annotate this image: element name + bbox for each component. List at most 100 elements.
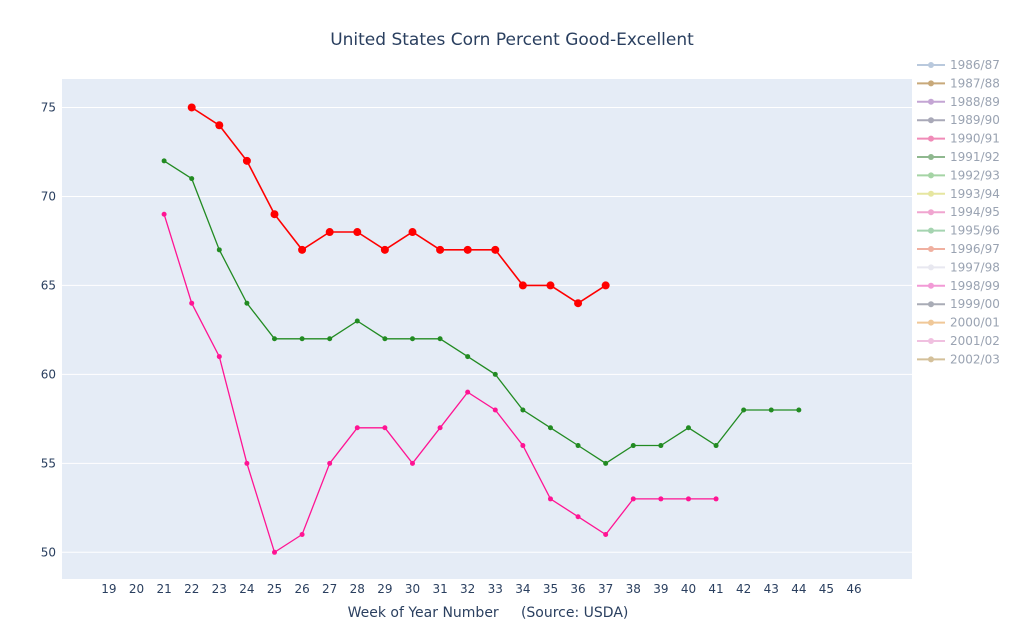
data-point bbox=[574, 299, 583, 308]
legend-label: 1996/97 bbox=[950, 242, 1000, 256]
data-point bbox=[408, 228, 417, 237]
data-point bbox=[161, 211, 167, 217]
data-point bbox=[354, 318, 360, 324]
legend-marker bbox=[928, 154, 934, 160]
data-point bbox=[189, 300, 195, 306]
legend-item[interactable]: 1992/93 bbox=[917, 168, 1000, 182]
legend-item[interactable]: 1989/90 bbox=[917, 113, 1000, 127]
data-point bbox=[299, 532, 305, 538]
legend-item[interactable]: 2001/02 bbox=[917, 334, 1000, 348]
data-point bbox=[436, 245, 445, 254]
legend-label: 1987/88 bbox=[950, 76, 1000, 90]
data-point bbox=[380, 245, 389, 254]
legend-label: 1998/99 bbox=[950, 279, 1000, 293]
data-point bbox=[630, 443, 636, 449]
data-point bbox=[741, 407, 747, 413]
x-tick-label: 19 bbox=[101, 582, 116, 596]
y-tick-label: 60 bbox=[41, 367, 56, 381]
data-point bbox=[547, 496, 553, 502]
x-tick-label: 44 bbox=[791, 582, 806, 596]
x-tick-label: 23 bbox=[212, 582, 227, 596]
x-tick-label: 26 bbox=[294, 582, 309, 596]
data-point bbox=[327, 460, 333, 466]
plot-area bbox=[62, 79, 912, 579]
legend-item[interactable]: 1991/92 bbox=[917, 150, 1000, 164]
legend-marker bbox=[928, 209, 934, 216]
x-tick-label: 45 bbox=[819, 582, 834, 596]
legend-marker bbox=[928, 246, 934, 252]
data-point bbox=[353, 228, 362, 237]
legend-marker bbox=[928, 319, 934, 326]
legend-label: 1991/92 bbox=[950, 150, 1000, 164]
data-point bbox=[492, 371, 498, 377]
data-point bbox=[161, 158, 167, 164]
data-point bbox=[713, 496, 719, 502]
legend-marker bbox=[928, 227, 934, 234]
legend-marker bbox=[928, 338, 934, 344]
data-point bbox=[630, 496, 636, 502]
y-tick-label: 70 bbox=[41, 189, 56, 203]
legend-label: 1992/93 bbox=[950, 168, 1000, 182]
x-tick-label: 28 bbox=[350, 582, 365, 596]
data-point bbox=[658, 443, 664, 449]
legend-item[interactable]: 1990/91 bbox=[917, 132, 1000, 146]
data-point bbox=[575, 514, 581, 520]
data-point bbox=[382, 425, 388, 431]
legend-marker bbox=[928, 117, 934, 124]
data-point bbox=[327, 336, 333, 342]
legend-item[interactable]: 1996/97 bbox=[917, 242, 1000, 256]
data-point bbox=[437, 336, 443, 342]
x-tick-label: 43 bbox=[764, 582, 779, 596]
x-tick-label: 20 bbox=[129, 582, 144, 596]
legend-item[interactable]: 2000/01 bbox=[917, 316, 1000, 330]
x-axis-ticks: 19 20 21 22 23 24 25 26 27 28 29 30 31 32 33 34 35 36 37 38… bbox=[101, 582, 861, 596]
x-tick-label: 29 bbox=[377, 582, 392, 596]
y-tick-label: 65 bbox=[41, 278, 56, 292]
legend-item[interactable]: 1999/00 bbox=[917, 297, 1000, 311]
x-tick-label: 31 bbox=[432, 582, 447, 596]
legend-marker bbox=[928, 264, 934, 271]
data-point bbox=[187, 103, 196, 112]
x-tick-label: 21 bbox=[156, 582, 171, 596]
data-point bbox=[575, 443, 581, 449]
data-point bbox=[298, 245, 307, 254]
legend-item[interactable]: 2002/03 bbox=[917, 352, 1000, 366]
data-point bbox=[768, 407, 774, 413]
legend-marker bbox=[928, 190, 934, 197]
x-tick-label: 46 bbox=[846, 582, 861, 596]
data-point bbox=[382, 336, 388, 342]
legend-item[interactable]: 1995/96 bbox=[917, 224, 1000, 238]
data-point bbox=[437, 425, 443, 431]
x-tick-label: 27 bbox=[322, 582, 337, 596]
data-point bbox=[465, 354, 471, 360]
data-point bbox=[242, 156, 251, 165]
data-point bbox=[272, 549, 277, 555]
legend-label: 1986/87 bbox=[950, 58, 1000, 72]
series-lines bbox=[161, 103, 802, 555]
data-point bbox=[409, 460, 415, 466]
legend-marker bbox=[928, 62, 934, 68]
data-point bbox=[603, 460, 609, 466]
legend-item[interactable]: 1988/89 bbox=[917, 95, 1000, 109]
legend-item[interactable]: 1998/99 bbox=[917, 279, 1000, 293]
data-point bbox=[546, 281, 555, 290]
legend-item[interactable]: 1986/87 bbox=[917, 58, 1000, 72]
data-point bbox=[685, 425, 691, 431]
x-tick-label: 30 bbox=[405, 582, 420, 596]
legend[interactable]: 1986/87 1987/88 1988/89 1989/90 1990/91 1991/… bbox=[917, 58, 1000, 366]
legend-item[interactable]: 1987/88 bbox=[917, 76, 1000, 90]
legend-item[interactable]: 1993/94 bbox=[917, 187, 1000, 201]
legend-marker bbox=[928, 282, 934, 289]
legend-item[interactable]: 1994/95 bbox=[917, 205, 1000, 219]
legend-label: 1988/89 bbox=[950, 95, 1000, 109]
legend-label: 1997/98 bbox=[950, 260, 1000, 274]
legend-label: 1994/95 bbox=[950, 205, 1000, 219]
data-point bbox=[465, 389, 471, 395]
data-point bbox=[189, 176, 195, 182]
x-tick-label: 41 bbox=[708, 582, 723, 596]
legend-item[interactable]: 1997/98 bbox=[917, 260, 1000, 274]
legend-label: 1990/91 bbox=[950, 132, 1000, 146]
data-point bbox=[270, 210, 279, 219]
data-point bbox=[325, 228, 334, 237]
